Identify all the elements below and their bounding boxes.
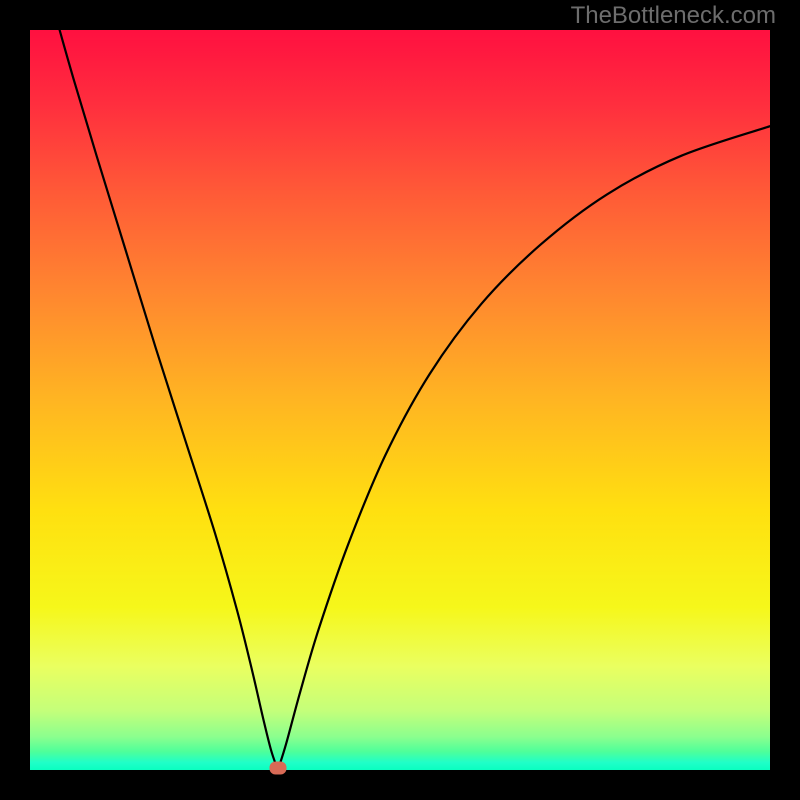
bottleneck-curve <box>30 30 770 770</box>
optimum-marker <box>269 761 286 774</box>
plot-area <box>30 30 770 770</box>
chart-stage: TheBottleneck.com <box>0 0 800 800</box>
watermark-text: TheBottleneck.com <box>571 2 776 30</box>
